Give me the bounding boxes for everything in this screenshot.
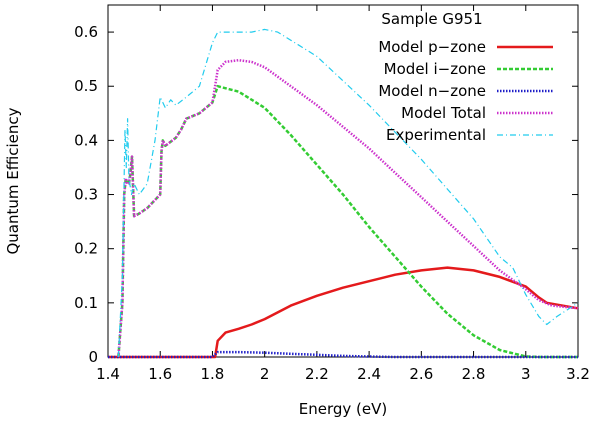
series-line-3 (108, 350, 578, 359)
series-line-5 (117, 28, 579, 358)
y-axis-ticks: 0 0.1 0.2 0.3 0.4 0.5 0.6 (74, 23, 578, 366)
series-layer (108, 28, 579, 359)
y-tick-label: 0.5 (74, 77, 98, 95)
x-tick-label: 2.4 (357, 365, 381, 383)
legend-entry-label: Model i−zone (384, 60, 486, 78)
legend-entry-label: Model p−zone (378, 38, 486, 56)
y-tick-label: 0.1 (74, 294, 98, 312)
x-tick-label: 3 (521, 365, 531, 383)
y-tick-label: 0.6 (74, 23, 98, 41)
y-tick-label: 0.3 (74, 186, 98, 204)
y-tick-label: 0.4 (74, 131, 98, 149)
x-tick-label: 3.2 (566, 365, 590, 383)
legend-entry-label: Model Total (401, 104, 486, 122)
x-tick-label: 1.4 (96, 365, 120, 383)
x-tick-label: 2.6 (409, 365, 433, 383)
x-tick-label: 1.8 (201, 365, 225, 383)
legend: Sample G951 Model p−zone Model i−zone Mode… (378, 10, 553, 144)
x-tick-label: 2 (260, 365, 270, 383)
legend-title: Sample G951 (381, 10, 482, 28)
plot-area (107, 4, 579, 358)
x-tick-label: 2.2 (305, 365, 329, 383)
y-tick-label: 0.2 (74, 240, 98, 258)
x-axis-label: Energy (eV) (299, 400, 387, 418)
legend-entry-label: Experimental (386, 126, 486, 144)
x-tick-label: 2.8 (462, 365, 486, 383)
x-tick-label: 1.6 (148, 365, 172, 383)
y-axis-label: Quantum Efficiency (4, 107, 22, 254)
y-tick-label: 0 (88, 348, 98, 366)
x-axis-ticks: 1.4 1.6 1.8 2 2.2 2.4 2.6 2.8 3 3.2 (96, 5, 590, 383)
legend-entry-label: Model n−zone (378, 82, 486, 100)
